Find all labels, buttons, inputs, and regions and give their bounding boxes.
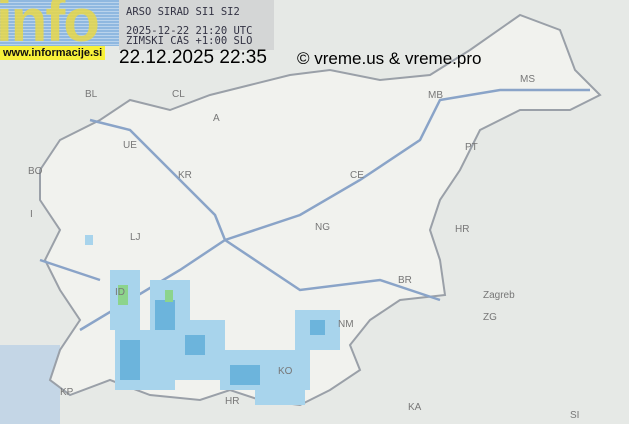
radar-info-panel bbox=[119, 0, 274, 50]
svg-text:CL: CL bbox=[172, 89, 185, 100]
svg-text:ID: ID bbox=[115, 287, 125, 298]
svg-text:KR: KR bbox=[178, 170, 192, 181]
svg-text:BL: BL bbox=[85, 89, 98, 100]
svg-text:BR: BR bbox=[398, 275, 412, 286]
adriatic-sea bbox=[0, 345, 60, 424]
svg-text:MB: MB bbox=[428, 90, 443, 101]
svg-text:KP: KP bbox=[60, 387, 74, 398]
svg-text:NG: NG bbox=[315, 222, 330, 233]
svg-text:CE: CE bbox=[350, 170, 364, 181]
svg-text:NM: NM bbox=[338, 319, 354, 330]
svg-text:I: I bbox=[30, 209, 33, 220]
svg-text:Zagreb: Zagreb bbox=[483, 290, 515, 301]
timezone-note: ZIMSKI CAS +1:00 SLO bbox=[126, 35, 253, 47]
svg-text:MS: MS bbox=[520, 74, 535, 85]
radar-echoes bbox=[85, 235, 340, 405]
local-timestamp: 22.12.2025 22:35 bbox=[119, 47, 267, 68]
copyright: © vreme.us & vreme.pro bbox=[297, 49, 482, 68]
svg-text:LJ: LJ bbox=[130, 232, 141, 243]
svg-text:HR: HR bbox=[455, 224, 469, 235]
svg-text:HR: HR bbox=[225, 396, 239, 407]
svg-text:UE: UE bbox=[123, 140, 137, 151]
svg-text:ZG: ZG bbox=[483, 312, 497, 323]
utc-timestamp: 2025-12-22 21:20 UTC bbox=[126, 25, 253, 37]
radar-source: ARSO SIRAD SI1 SI2 bbox=[126, 6, 240, 18]
map-labels: BL CL A UE KR BO I CE MB MS PT LJ ID NM KO KP HR Zag… bbox=[28, 74, 579, 421]
svg-text:BO: BO bbox=[28, 166, 43, 177]
svg-text:SI: SI bbox=[570, 410, 579, 421]
svg-text:A: A bbox=[213, 113, 220, 124]
info-logo: info bbox=[0, 0, 119, 46]
svg-text:KA: KA bbox=[408, 402, 422, 413]
website-link[interactable]: www.informacije.si bbox=[0, 46, 106, 60]
svg-text:KO: KO bbox=[278, 366, 293, 377]
svg-text:PT: PT bbox=[465, 142, 478, 153]
